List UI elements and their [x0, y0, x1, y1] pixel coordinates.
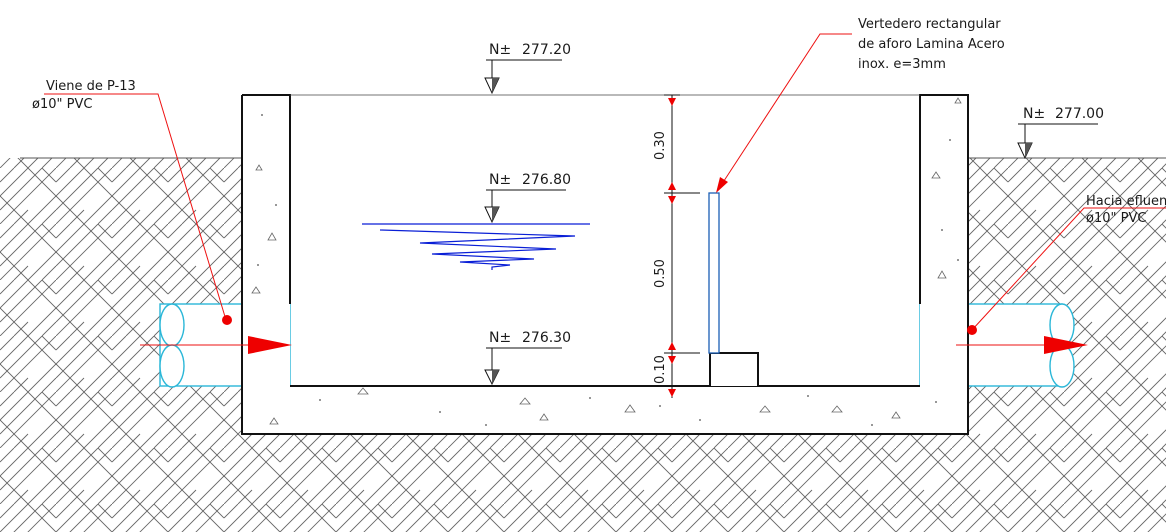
concrete-aggregate: [251, 97, 962, 425]
level-marker-floor: N± 276.30: [484, 330, 571, 386]
weir-sill: [709, 352, 759, 386]
inlet-label-line2: ø10" PVC: [32, 97, 92, 112]
outlet-leader-dot: [967, 325, 977, 335]
weir-label-line3: inox. e=3mm: [858, 57, 946, 72]
level-water-value: 276.80: [522, 172, 571, 188]
outlet-label-line1: Hacia efluente: [1086, 194, 1166, 209]
weir-plate: [708, 192, 720, 354]
inlet-leader-dot: [222, 315, 232, 325]
level-marker-ground: N± 277.00: [1017, 106, 1104, 160]
outlet-flow-arrow: [956, 336, 1088, 354]
concrete-dots: [257, 114, 959, 426]
level-floor-value: 276.30: [522, 330, 571, 346]
vertical-dimension-chain: [664, 94, 700, 398]
inlet-label: Viene de P-13 ø10" PVC: [32, 79, 136, 112]
level-ground-value: 277.00: [1055, 106, 1104, 122]
level-floor-prefix: N±: [489, 330, 511, 346]
outlet-label: Hacia efluente ø10" PVC: [1086, 194, 1166, 226]
level-marker-water: N± 276.80: [484, 172, 571, 224]
concrete-chamber: [241, 94, 969, 435]
dimension-ticks: [668, 98, 676, 397]
level-top-value: 277.20: [522, 42, 571, 58]
leader-lines: [44, 33, 1166, 331]
level-top-prefix: N±: [489, 42, 511, 58]
level-ground-prefix: N±: [1023, 106, 1045, 122]
right-wall: [920, 95, 968, 385]
weir-leader-arrowhead: [716, 177, 728, 193]
inlet-flow-arrow: [140, 336, 292, 354]
weir-label-line1: Vertedero rectangular: [858, 17, 1001, 32]
dimension-upper: 0.30: [653, 131, 668, 160]
weir-label: Vertedero rectangular de aforo Lamina Ac…: [858, 17, 1005, 72]
dimension-lower: 0.10: [653, 355, 668, 384]
weir-label-line2: de aforo Lamina Acero: [858, 37, 1005, 52]
inlet-label-line1: Viene de P-13: [46, 79, 136, 94]
dimension-middle: 0.50: [653, 259, 668, 288]
bottom-slab: [242, 385, 968, 434]
level-marker-top: N± 277.20: [484, 42, 571, 95]
level-water-prefix: N±: [489, 172, 511, 188]
water-surface-symbol: [362, 223, 590, 270]
outlet-label-line2: ø10" PVC: [1086, 211, 1146, 226]
